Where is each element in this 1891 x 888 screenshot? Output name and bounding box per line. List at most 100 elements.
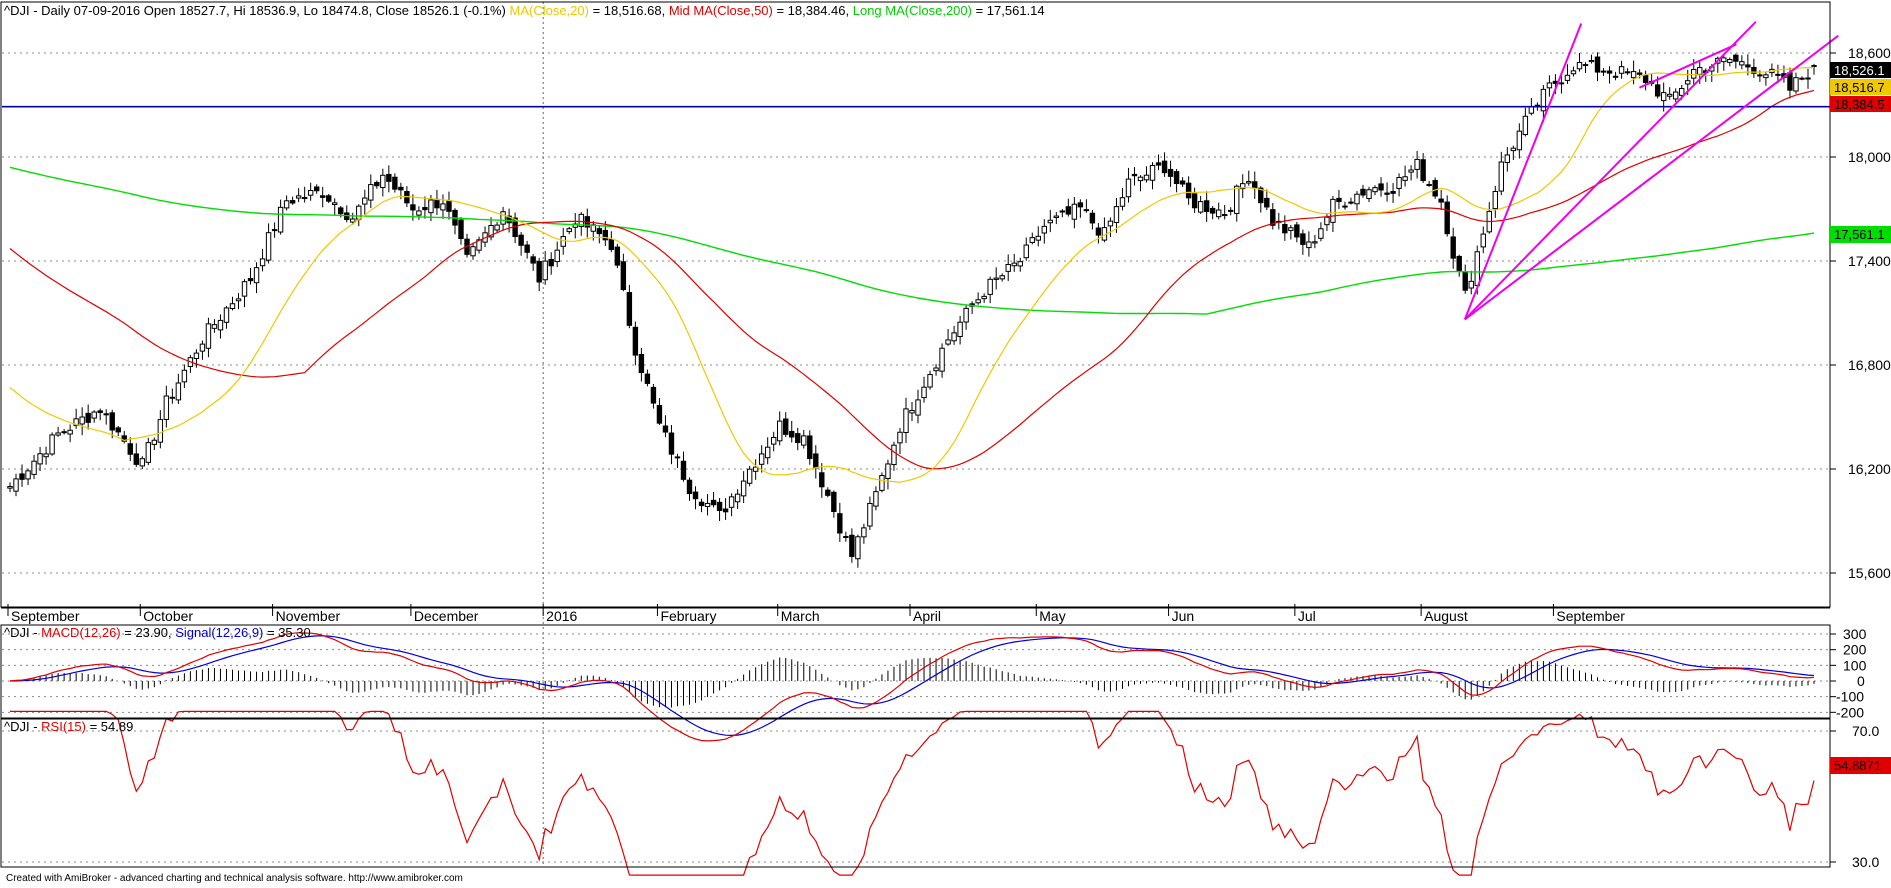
candle-body [79, 416, 85, 425]
candle-body [1570, 70, 1577, 75]
candle [1486, 202, 1492, 234]
candle [1137, 175, 1144, 192]
candle-body [7, 485, 13, 489]
candle-body [356, 205, 362, 220]
candle-body [722, 508, 729, 513]
price-frame [0, 1, 1831, 608]
candle [933, 364, 939, 376]
candle [512, 212, 518, 244]
candle [1360, 184, 1366, 198]
candle [1582, 62, 1589, 74]
candle-body [801, 435, 807, 446]
candle-body [1390, 191, 1396, 194]
candle-body [1787, 72, 1793, 91]
candle [43, 446, 49, 465]
candle-body [1155, 162, 1162, 166]
candle [536, 257, 542, 292]
candle-body [488, 224, 494, 238]
candle [1300, 229, 1306, 255]
candle [494, 221, 500, 233]
candle-body [1221, 214, 1228, 217]
candle-body [777, 420, 783, 442]
candle [37, 447, 43, 472]
candle-body [85, 412, 91, 423]
price-tick-label: 16,800 [1848, 357, 1891, 373]
candle [831, 490, 837, 518]
candle [157, 410, 164, 449]
candle-body [73, 418, 79, 426]
candle-body [831, 491, 837, 512]
candle-body [855, 536, 861, 560]
candle [1113, 198, 1120, 233]
candle [1258, 186, 1264, 213]
candle [885, 459, 891, 490]
candle-body [1197, 201, 1204, 213]
candle [524, 240, 530, 259]
candle [1739, 55, 1745, 70]
candle [807, 430, 813, 465]
candle [67, 424, 73, 443]
ma50-line [9, 89, 1815, 470]
candle-body [1330, 198, 1336, 223]
candle-body [1312, 241, 1318, 244]
candle-body [1588, 59, 1595, 63]
candle-body [1462, 271, 1468, 291]
price-tick-label: 16,200 [1848, 461, 1891, 477]
candle [1498, 151, 1505, 196]
candle-body [332, 202, 338, 205]
candle-body [578, 213, 584, 228]
candle [728, 493, 735, 517]
candle-body [295, 195, 302, 199]
candle-body [458, 219, 464, 240]
candle [1209, 206, 1216, 220]
candle-body [867, 502, 873, 527]
candle-body [1564, 74, 1571, 81]
candle [1492, 185, 1498, 218]
candle [1095, 223, 1102, 244]
candle-body [1498, 161, 1505, 192]
candle [638, 347, 645, 382]
candle-body [1450, 236, 1456, 259]
candle [386, 165, 392, 193]
candle-body [1071, 203, 1078, 220]
candle [1167, 160, 1174, 187]
candle-body [795, 433, 801, 444]
candle-body [1089, 212, 1096, 224]
candle [1384, 182, 1390, 202]
candle [602, 221, 609, 247]
candle-body [362, 197, 368, 205]
candle-body [193, 352, 200, 360]
candle-body [1480, 233, 1486, 248]
candle [867, 496, 873, 530]
macd-frame [0, 624, 1831, 719]
signal-legend: Signal(12,26,9) [175, 625, 263, 640]
rsi-title: ^DJI - RSI(15) = 54.89 [4, 719, 133, 734]
candle-body [1240, 183, 1246, 190]
candle-body [915, 399, 921, 416]
candle [1462, 264, 1468, 294]
candle-body [692, 491, 699, 500]
candle-body [1600, 70, 1607, 73]
candle-body [1095, 227, 1102, 236]
candle [1456, 254, 1462, 277]
candle-body [1408, 169, 1414, 173]
candle [1438, 189, 1444, 211]
candle [31, 454, 37, 480]
candle [1221, 205, 1228, 220]
candle-body [1023, 244, 1029, 259]
candle-body [716, 501, 723, 511]
ma50-badge-text: 18,384.5 [1834, 97, 1885, 112]
candle-body [632, 326, 639, 356]
candle-body [127, 443, 133, 455]
ma50-badge: 18,384.5 [1830, 96, 1891, 112]
rsi-tick-label: 30.0 [1852, 854, 1879, 870]
candle-body [1209, 207, 1216, 214]
candle-body [1288, 227, 1294, 231]
candle-body [91, 411, 97, 419]
candle-body [891, 444, 897, 466]
candle [61, 429, 67, 435]
candle-body [939, 347, 945, 372]
candle-body [1691, 68, 1697, 79]
candle [1119, 187, 1126, 211]
